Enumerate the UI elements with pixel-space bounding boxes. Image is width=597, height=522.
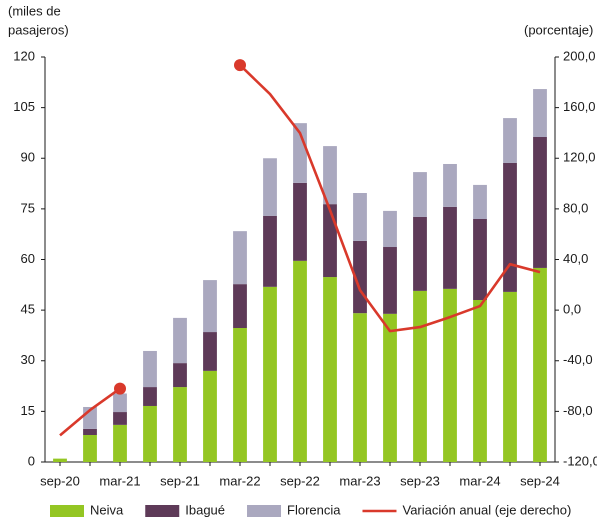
bar-segment bbox=[323, 204, 337, 278]
bar-segment bbox=[293, 182, 307, 261]
bar-segment bbox=[413, 172, 427, 217]
bar-segment bbox=[203, 280, 217, 333]
y-tick-label: 75 bbox=[21, 200, 35, 215]
bar-segment bbox=[263, 286, 277, 462]
y-tick-label: 90 bbox=[21, 150, 35, 165]
bar-segment bbox=[443, 206, 457, 289]
bar-segment bbox=[533, 136, 547, 268]
y2-tick-label: 160,0 bbox=[563, 99, 596, 114]
bar-segment bbox=[293, 123, 307, 183]
x-tick-label: mar-22 bbox=[219, 473, 260, 488]
y-axis-label: pasajeros) bbox=[8, 22, 69, 37]
y-tick-label: 120 bbox=[13, 48, 35, 63]
y-axis-label: (miles de bbox=[8, 3, 61, 18]
legend-swatch bbox=[145, 505, 180, 517]
y2-tick-label: -40,0 bbox=[563, 352, 593, 367]
line bbox=[59, 64, 541, 437]
bar-segment bbox=[533, 89, 547, 137]
bar-segment bbox=[323, 277, 337, 462]
bar-segment bbox=[203, 332, 217, 371]
x-tick-label: sep-24 bbox=[520, 473, 560, 488]
x-tick-label: mar-23 bbox=[339, 473, 380, 488]
x-tick-label: sep-20 bbox=[40, 473, 80, 488]
bar-segment bbox=[503, 118, 517, 163]
bar-segment bbox=[353, 193, 367, 241]
y-tick-label: 30 bbox=[21, 352, 35, 367]
x-tick-label: mar-24 bbox=[459, 473, 500, 488]
x-tick-label: sep-23 bbox=[400, 473, 440, 488]
y-tick-label: 15 bbox=[21, 403, 35, 418]
x-tick-label: sep-21 bbox=[160, 473, 200, 488]
bar-segment bbox=[503, 162, 517, 292]
y-tick-label: 60 bbox=[21, 251, 35, 266]
legend-label: Variación anual (eje derecho) bbox=[402, 502, 571, 517]
bar-segment bbox=[173, 363, 187, 388]
bar-segment bbox=[473, 184, 487, 219]
bar-segment bbox=[293, 260, 307, 462]
legend-label: Ibagué bbox=[185, 502, 225, 517]
bar-segment bbox=[233, 284, 247, 329]
line-marker bbox=[114, 382, 126, 395]
bar-segment bbox=[533, 267, 547, 462]
bar-segment bbox=[383, 210, 397, 248]
bar-segment bbox=[143, 405, 157, 462]
bar-segment bbox=[83, 435, 97, 462]
bar-segment bbox=[443, 288, 457, 462]
bar-segment bbox=[113, 424, 127, 462]
bar-segment bbox=[473, 300, 487, 462]
y-tick-label: 0 bbox=[28, 453, 35, 468]
bar-segment bbox=[203, 370, 217, 462]
y2-tick-label: 200,0 bbox=[563, 48, 596, 63]
y2-tick-label: 40,0 bbox=[563, 251, 588, 266]
y2-tick-label: 80,0 bbox=[563, 200, 588, 215]
legend-swatch bbox=[50, 505, 84, 517]
bar-segment bbox=[233, 328, 247, 462]
legend-swatch bbox=[247, 505, 282, 517]
x-tick-label: mar-21 bbox=[99, 473, 140, 488]
bar-segment bbox=[263, 158, 277, 216]
bar-segment bbox=[503, 291, 517, 462]
bar-segment bbox=[383, 313, 397, 462]
bar-segment bbox=[113, 393, 127, 413]
bar-segment bbox=[383, 247, 397, 314]
bar-segment bbox=[83, 428, 97, 435]
bar-segment bbox=[443, 163, 457, 207]
y2-tick-label: 0,0 bbox=[563, 302, 581, 317]
line-marker bbox=[234, 59, 246, 72]
bar-segment bbox=[173, 317, 187, 364]
bar-segment bbox=[413, 216, 427, 291]
bar-segment bbox=[263, 215, 277, 287]
bar-segment bbox=[353, 313, 367, 462]
y2-tick-label: 120,0 bbox=[563, 150, 596, 165]
legend-label: Neiva bbox=[90, 502, 124, 517]
bar-segment bbox=[143, 387, 157, 406]
bar-segment bbox=[233, 231, 247, 285]
bar-segment bbox=[113, 412, 127, 425]
y-tick-label: 105 bbox=[13, 99, 35, 114]
bar-segment bbox=[323, 146, 337, 205]
legend-label: Florencia bbox=[287, 502, 341, 517]
bar-segment bbox=[53, 458, 67, 462]
y2-tick-label: -80,0 bbox=[563, 403, 593, 418]
y2-tick-label: -120,0 bbox=[563, 453, 597, 468]
y-tick-label: 45 bbox=[21, 302, 35, 317]
y2-axis-label: (porcentaje) bbox=[524, 22, 593, 37]
bar-segment bbox=[143, 350, 157, 388]
x-tick-label: sep-22 bbox=[280, 473, 320, 488]
bar-segment bbox=[473, 219, 487, 300]
bar-segment bbox=[173, 387, 187, 462]
bar-segment bbox=[413, 290, 427, 462]
